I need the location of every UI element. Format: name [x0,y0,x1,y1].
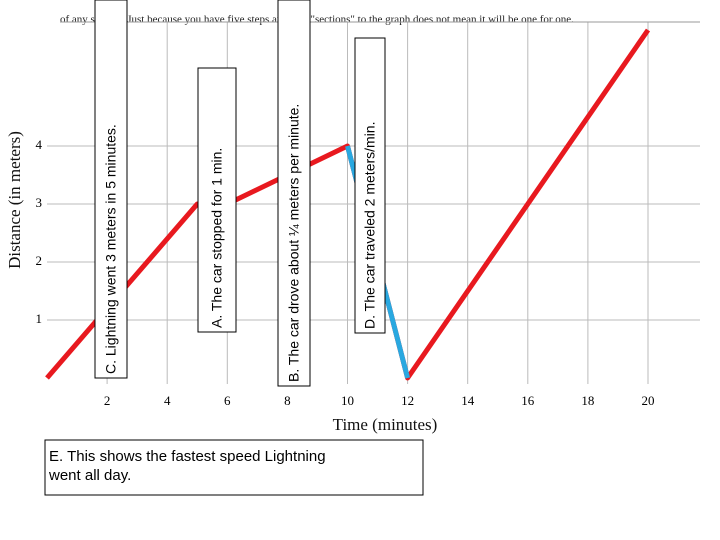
x-tick-label: 10 [341,393,354,408]
annotation-text: B. The car drove about ¼ meters per minu… [286,104,302,382]
annotation-box [354,37,386,334]
annotation-box [94,0,128,379]
x-tick-label: 20 [642,393,655,408]
x-tick-label: 8 [284,393,291,408]
annotation-text: A. The car stopped for 1 min. [209,148,225,328]
annotation-box [277,0,311,387]
y-axis-label: Distance (in meters) [5,131,24,269]
x-tick-label: 6 [224,393,231,408]
x-axis-label: Time (minutes) [333,415,438,434]
y-tick-label: 1 [36,311,43,326]
annotation-text: C. Lightning went 3 meters in 5 minutes. [103,124,119,374]
annotation-box [197,67,237,333]
header-text: of any section. Just because you have fi… [60,14,574,26]
x-tick-label: 18 [581,393,594,408]
y-tick-label: 4 [36,137,43,152]
x-tick-label: 12 [401,393,414,408]
x-tick-label: 16 [521,393,535,408]
y-tick-label: 3 [36,195,43,210]
x-tick-label: 4 [164,393,171,408]
annotation-box [44,439,424,496]
annotation-text: E. This shows the fastest speed Lightnin… [48,448,326,484]
x-tick-label: 2 [104,393,111,408]
y-tick-label: 2 [36,253,43,268]
x-tick-label: 14 [461,393,475,408]
annotation-text: D. The car traveled 2 meters/min. [362,122,378,329]
